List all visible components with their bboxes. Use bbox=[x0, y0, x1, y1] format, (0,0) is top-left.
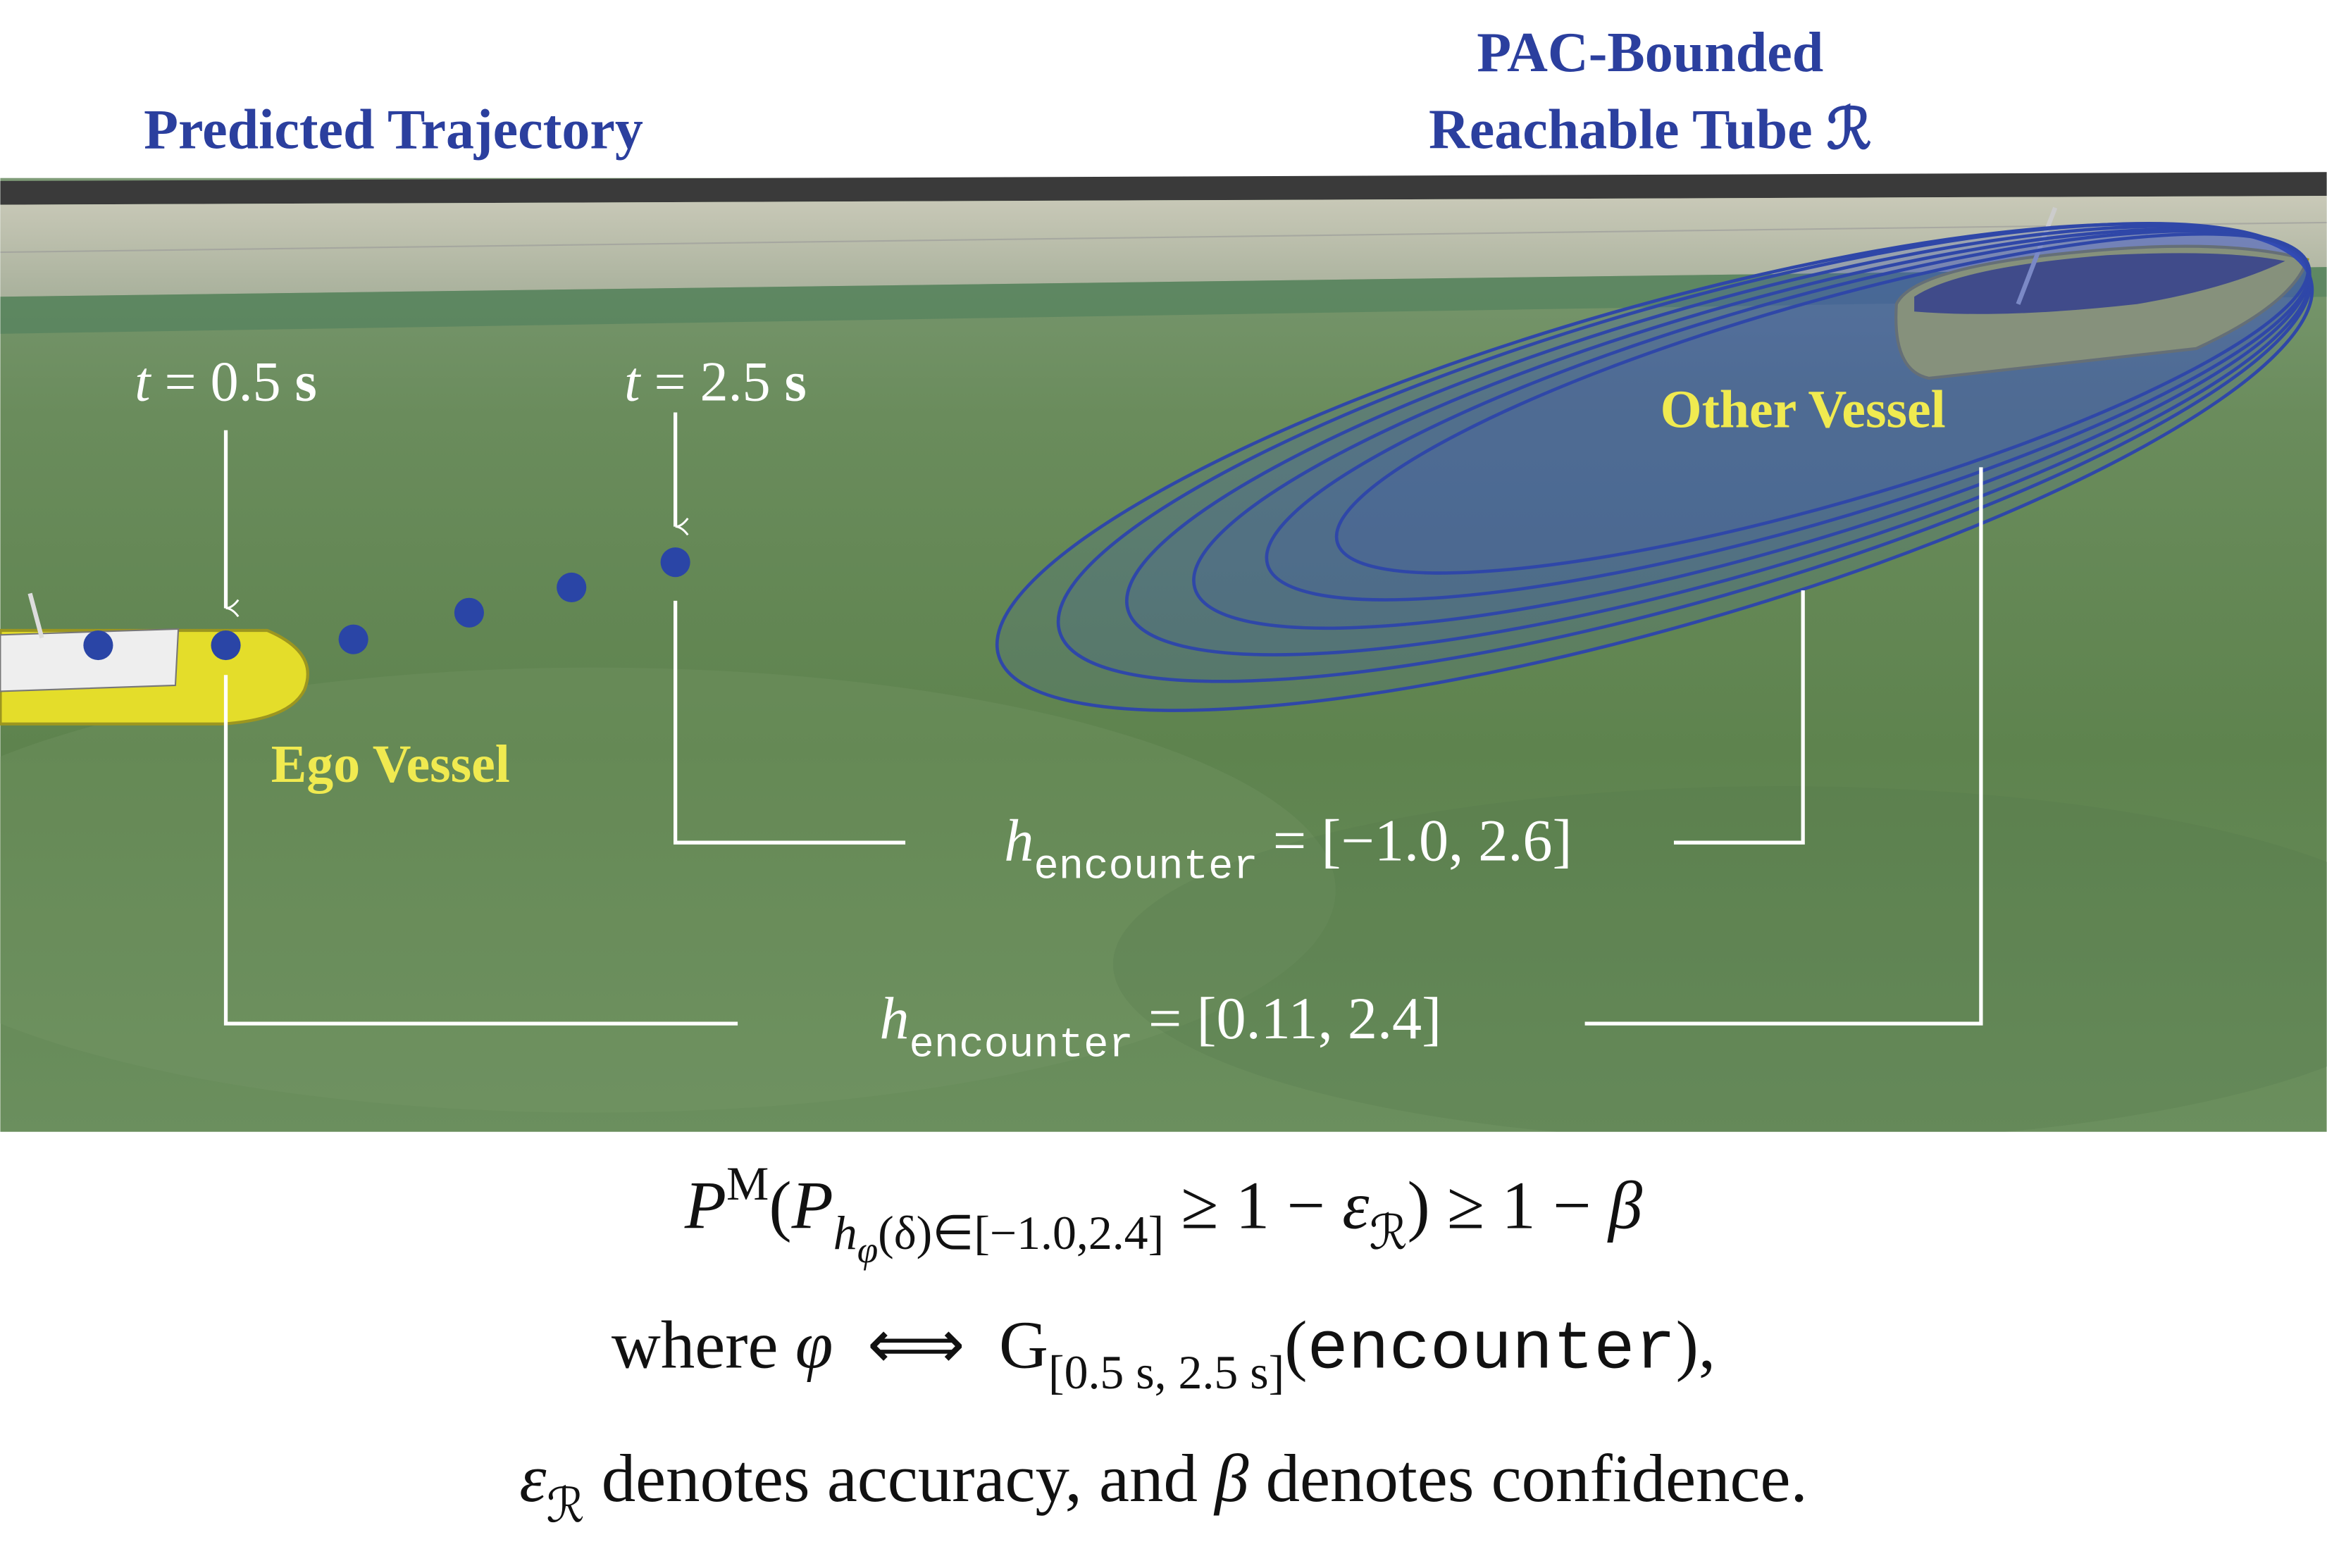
trajectory-point bbox=[338, 624, 368, 654]
text-segment: ( bbox=[1284, 1307, 1307, 1383]
text-segment: encounter bbox=[1307, 1312, 1675, 1389]
other-boat bbox=[1894, 206, 2309, 380]
brackets bbox=[223, 412, 1983, 1026]
reachable-tube bbox=[995, 222, 2314, 712]
text-segment: s bbox=[295, 351, 317, 413]
time-label: t = 2.5 s bbox=[624, 351, 807, 413]
text-segment: ( bbox=[769, 1168, 791, 1243]
interval-label: hencounter = [0.11, 2.4] bbox=[879, 986, 1441, 1069]
tube-ellipse bbox=[1334, 232, 2310, 575]
text-segment: where bbox=[612, 1307, 795, 1383]
text-segment: = [−1.0, 2.6] bbox=[1258, 808, 1572, 873]
trajectory-point bbox=[557, 572, 587, 603]
bracket bbox=[674, 600, 906, 845]
caption-line: where φ ⟺ G[0.5 s, 2.5 s](encounter), bbox=[612, 1307, 1715, 1399]
text-segment: ) ≥ 1 − bbox=[1408, 1168, 1608, 1243]
caption-area bbox=[0, 1131, 2327, 1568]
interval-label: hencounter = [−1.0, 2.6] bbox=[1004, 808, 1572, 890]
trajectory-point bbox=[454, 597, 484, 628]
trajectory-point bbox=[660, 547, 690, 578]
text-segment: ε bbox=[519, 1441, 547, 1516]
trajectory-point bbox=[211, 630, 241, 661]
text-segment: β bbox=[1213, 1441, 1249, 1516]
predicted-trajectory-label: Predicted Trajectory bbox=[144, 99, 643, 161]
text-segment: M bbox=[726, 1157, 769, 1210]
text-segment: φ bbox=[857, 1229, 878, 1271]
bracket bbox=[223, 675, 738, 1026]
text-segment: = [0.11, 2.4] bbox=[1134, 986, 1441, 1052]
text-segment: ε bbox=[1342, 1168, 1370, 1243]
text-segment: P bbox=[791, 1168, 833, 1243]
text-segment: (δ)∈[−1.0,2.4] bbox=[878, 1207, 1164, 1259]
text-segment: β bbox=[1607, 1168, 1643, 1243]
text-segment: encounter bbox=[1034, 844, 1258, 891]
text-segment: ℛ bbox=[546, 1479, 584, 1532]
other-vessel-label: Other Vessel bbox=[1661, 380, 1946, 440]
trajectory-point bbox=[83, 630, 113, 661]
text-segment: t bbox=[135, 351, 151, 413]
text-segment: = 2.5 bbox=[640, 351, 784, 413]
text-segment: = 0.5 bbox=[150, 351, 294, 413]
caption-line: PM(Phφ(δ)∈[−1.0,2.4] ≥ 1 − εℛ) ≥ 1 − β bbox=[684, 1157, 1643, 1271]
text-segment: ⟺ G bbox=[833, 1307, 1048, 1383]
bracket bbox=[1584, 467, 1983, 1026]
text-segment: P bbox=[684, 1168, 726, 1243]
text-segment: h bbox=[1004, 808, 1034, 873]
text-segment: denotes confidence. bbox=[1248, 1441, 1807, 1516]
text-segment: ℛ bbox=[1369, 1207, 1407, 1259]
text-segment: s bbox=[785, 351, 807, 413]
trajectory bbox=[83, 547, 690, 661]
text-segment: ), bbox=[1676, 1307, 1715, 1383]
text-segment: h bbox=[833, 1207, 857, 1259]
text-segment: encounter bbox=[909, 1021, 1133, 1069]
text-segment: ≥ 1 − bbox=[1164, 1168, 1342, 1243]
time-label: t = 0.5 s bbox=[135, 351, 317, 413]
tube-title: PAC-Bounded bbox=[1477, 22, 1823, 84]
ego-vessel-label: Ego Vessel bbox=[271, 735, 510, 794]
text-segment: φ bbox=[795, 1307, 833, 1383]
tube-title: Reachable Tube ℛ bbox=[1429, 99, 1872, 161]
text-segment: t bbox=[624, 351, 641, 413]
caption-line: εℛ denotes accuracy, and β denotes confi… bbox=[519, 1441, 1807, 1532]
text-segment: h bbox=[879, 986, 909, 1052]
text-segment: denotes accuracy, and bbox=[585, 1441, 1215, 1516]
text-segment: [0.5 s, 2.5 s] bbox=[1048, 1346, 1284, 1399]
bracket bbox=[1673, 590, 1805, 845]
